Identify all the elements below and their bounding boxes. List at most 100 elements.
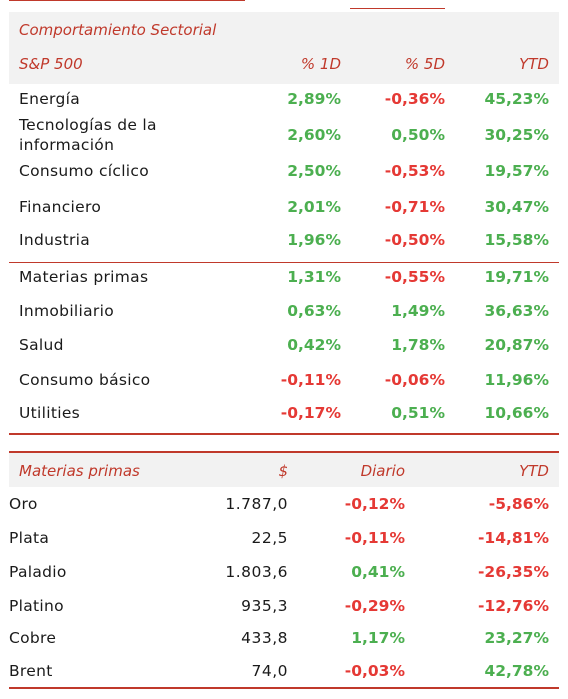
table-row: Industria 1,96% -0,50% 15,58% bbox=[9, 231, 559, 255]
table-row: Tecnologías de la información 2,60% 0,50% 30… bbox=[9, 116, 559, 154]
table-row: Materias primas 1,31% -0,55% 19,71% bbox=[9, 268, 559, 292]
value-ytd: -12,76% bbox=[478, 597, 549, 615]
value-1d: 1,96% bbox=[287, 231, 341, 249]
value-ytd: 36,63% bbox=[484, 302, 549, 320]
row-label: Inmobiliario bbox=[19, 302, 114, 320]
table-row: Financiero 2,01% -0,71% 30,47% bbox=[9, 198, 559, 222]
table-row: Consumo cíclico 2,50% -0,53% 19,57% bbox=[9, 162, 559, 186]
commodities-bottom-border bbox=[9, 687, 559, 689]
value-1d: 2,60% bbox=[287, 126, 341, 144]
value-5d: -0,55% bbox=[384, 268, 445, 286]
value-daily: -0,03% bbox=[344, 662, 405, 680]
value-price: 433,8 bbox=[241, 629, 288, 647]
sector-table: Comportamiento Sectorial S&P 500 % 1D % … bbox=[9, 12, 559, 435]
commodities-header: Materias primas $ Diario YTD bbox=[9, 453, 559, 487]
value-price: 1.787,0 bbox=[225, 495, 288, 513]
sector-table-header: Comportamiento Sectorial S&P 500 % 1D % … bbox=[9, 12, 559, 84]
value-ytd: 23,27% bbox=[484, 629, 549, 647]
row-label: Paladio bbox=[9, 563, 67, 581]
commodities-header-price: $ bbox=[278, 462, 288, 480]
value-daily: 0,41% bbox=[351, 563, 405, 581]
value-daily: 1,17% bbox=[351, 629, 405, 647]
row-label: Materias primas bbox=[19, 268, 149, 286]
row-label: Plata bbox=[9, 529, 50, 547]
table-row: Salud 0,42% 1,78% 20,87% bbox=[9, 336, 559, 360]
table-row: Oro 1.787,0 -0,12% -5,86% bbox=[9, 495, 559, 519]
value-1d: 2,89% bbox=[287, 90, 341, 108]
header-index: S&P 500 bbox=[19, 55, 83, 73]
value-daily: -0,29% bbox=[344, 597, 405, 615]
value-daily: -0,12% bbox=[344, 495, 405, 513]
table-row: Plata 22,5 -0,11% -14,81% bbox=[9, 529, 559, 553]
value-1d: 0,63% bbox=[287, 302, 341, 320]
value-1d: 0,42% bbox=[287, 336, 341, 354]
row-label: Cobre bbox=[9, 629, 57, 647]
value-5d: 1,49% bbox=[391, 302, 445, 320]
commodities-table: Materias primas $ Diario YTD Oro 1.787,0 -… bbox=[9, 451, 559, 691]
value-5d: -0,71% bbox=[384, 198, 445, 216]
table-row: Energía 2,89% -0,36% 45,23% bbox=[9, 90, 559, 114]
row-label: Industria bbox=[19, 231, 91, 249]
value-price: 22,5 bbox=[251, 529, 288, 547]
value-ytd: 30,47% bbox=[484, 198, 549, 216]
sector-table-bottom-border bbox=[9, 433, 559, 435]
sector-table-title: Comportamiento Sectorial bbox=[19, 21, 217, 39]
row-label: Salud bbox=[19, 336, 64, 354]
value-ytd: 19,57% bbox=[484, 162, 549, 180]
value-ytd: 19,71% bbox=[484, 268, 549, 286]
value-5d: 0,50% bbox=[391, 126, 445, 144]
value-ytd: -14,81% bbox=[478, 529, 549, 547]
value-ytd: -26,35% bbox=[478, 563, 549, 581]
value-1d: -0,17% bbox=[280, 404, 341, 422]
top-accent-line-left bbox=[9, 0, 245, 1]
row-label: Consumo cíclico bbox=[19, 162, 150, 180]
value-daily: -0,11% bbox=[344, 529, 405, 547]
table-row: Cobre 433,8 1,17% 23,27% bbox=[9, 629, 559, 653]
row-label: Energía bbox=[19, 90, 80, 108]
row-label: Consumo básico bbox=[19, 371, 151, 389]
value-1d: 2,01% bbox=[287, 198, 341, 216]
commodities-header-ytd: YTD bbox=[519, 462, 549, 480]
value-ytd: 15,58% bbox=[484, 231, 549, 249]
row-label-line1: Tecnologías de la bbox=[19, 116, 157, 134]
header-ytd: YTD bbox=[519, 55, 549, 73]
top-accent-line-right bbox=[350, 8, 445, 9]
value-ytd: 30,25% bbox=[484, 126, 549, 144]
header-5d: % 5D bbox=[404, 55, 445, 73]
table-row: Inmobiliario 0,63% 1,49% 36,63% bbox=[9, 302, 559, 326]
commodities-header-daily: Diario bbox=[360, 462, 405, 480]
table-row: Consumo básico -0,11% -0,06% 11,96% bbox=[9, 371, 559, 395]
value-5d: -0,06% bbox=[384, 371, 445, 389]
value-ytd: 10,66% bbox=[484, 404, 549, 422]
sector-group-divider bbox=[9, 262, 559, 263]
value-5d: 0,51% bbox=[391, 404, 445, 422]
value-5d: -0,36% bbox=[384, 90, 445, 108]
value-5d: -0,53% bbox=[384, 162, 445, 180]
value-ytd: 42,78% bbox=[484, 662, 549, 680]
commodities-header-name: Materias primas bbox=[19, 462, 140, 480]
value-1d: 1,31% bbox=[287, 268, 341, 286]
row-label: Platino bbox=[9, 597, 64, 615]
value-ytd: -5,86% bbox=[488, 495, 549, 513]
table-row: Utilities -0,17% 0,51% 10,66% bbox=[9, 404, 559, 428]
commodities-top-border bbox=[9, 451, 559, 453]
value-price: 74,0 bbox=[251, 662, 288, 680]
value-5d: -0,50% bbox=[384, 231, 445, 249]
header-1d: % 1D bbox=[300, 55, 341, 73]
value-1d: 2,50% bbox=[287, 162, 341, 180]
table-row: Platino 935,3 -0,29% -12,76% bbox=[9, 597, 559, 621]
row-label: Brent bbox=[9, 662, 53, 680]
value-price: 1.803,6 bbox=[225, 563, 288, 581]
table-row: Paladio 1.803,6 0,41% -26,35% bbox=[9, 563, 559, 587]
value-price: 935,3 bbox=[241, 597, 288, 615]
value-1d: -0,11% bbox=[280, 371, 341, 389]
row-label: Utilities bbox=[19, 404, 81, 422]
value-5d: 1,78% bbox=[391, 336, 445, 354]
row-label: Oro bbox=[9, 495, 38, 513]
value-ytd: 11,96% bbox=[484, 371, 549, 389]
row-label-line2: información bbox=[19, 136, 115, 154]
value-ytd: 45,23% bbox=[484, 90, 549, 108]
value-ytd: 20,87% bbox=[484, 336, 549, 354]
table-row: Brent 74,0 -0,03% 42,78% bbox=[9, 662, 559, 686]
row-label: Financiero bbox=[19, 198, 102, 216]
